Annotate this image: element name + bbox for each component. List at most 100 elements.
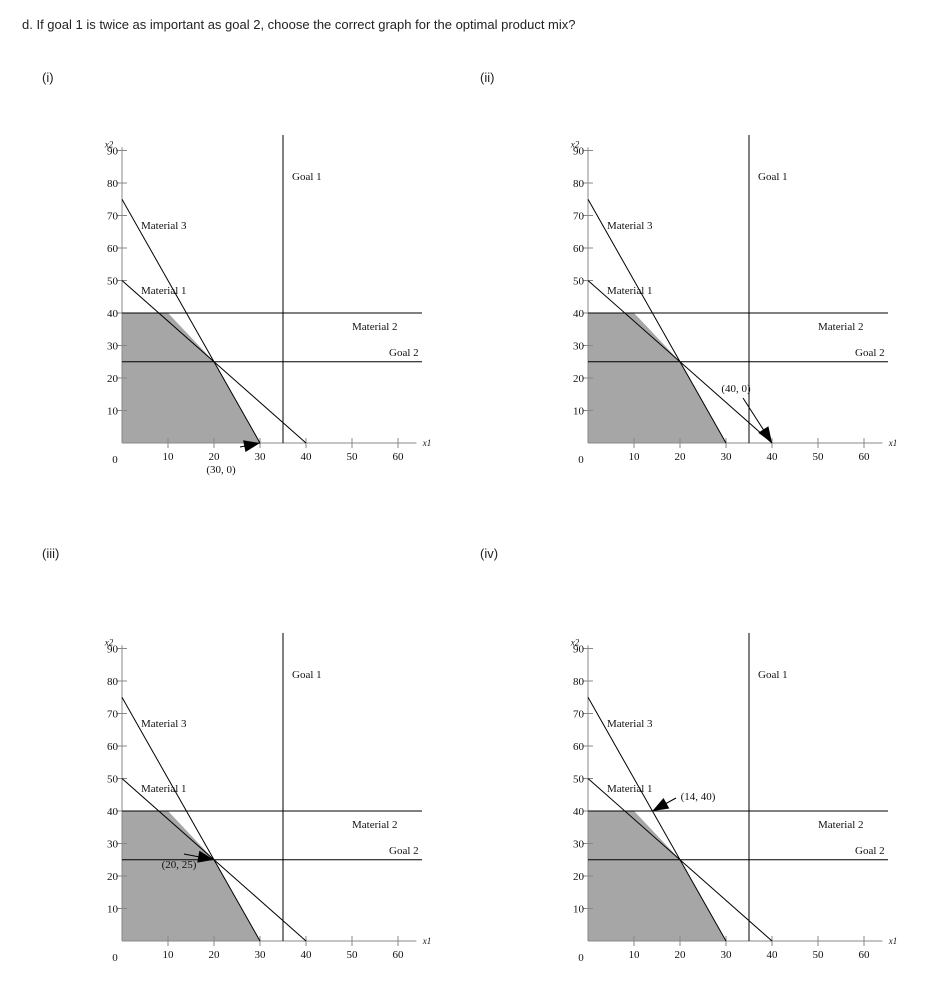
y-tick-label: 80	[573, 178, 585, 190]
y-tick-label: 70	[107, 709, 119, 721]
material-2-label: Material 2	[352, 321, 398, 333]
y-axis-label: x2	[570, 638, 580, 648]
y-tick-label: 90	[573, 146, 585, 158]
annotation-arrowhead	[652, 798, 670, 811]
y-tick-label: 50	[107, 774, 119, 786]
annotation-arrowhead	[197, 850, 214, 863]
x-tick-label: 40	[767, 949, 779, 961]
material-3-label: Material 3	[141, 718, 187, 730]
x-tick-label: 10	[629, 949, 641, 961]
y-tick-label: 40	[107, 806, 119, 818]
y-tick-label: 60	[573, 741, 585, 753]
x-axis-label: x1	[422, 936, 432, 946]
goal-2-label: Goal 2	[855, 845, 885, 857]
y-tick-label: 20	[573, 871, 585, 883]
y-tick-label: 20	[573, 373, 585, 385]
y-tick-label: 60	[107, 243, 119, 255]
y-tick-label: 20	[107, 373, 119, 385]
x-tick-label: 20	[675, 451, 687, 463]
option-label-i[interactable]: (i)	[42, 70, 54, 85]
x-tick-label: 30	[255, 451, 267, 463]
y-tick-label: 90	[107, 644, 119, 656]
x-tick-label: 20	[209, 451, 221, 463]
y-tick-label: 60	[573, 243, 585, 255]
material-3-label: Material 3	[141, 220, 187, 232]
y-tick-label: 80	[573, 676, 585, 688]
y-tick-label: 50	[107, 276, 119, 288]
option-label-iii[interactable]: (iii)	[42, 546, 60, 561]
x-tick-label: 30	[721, 949, 733, 961]
y-axis-label: x2	[104, 638, 114, 648]
goal-2-label: Goal 2	[855, 347, 885, 359]
material-3-line	[121, 697, 261, 942]
material-2-label: Material 2	[352, 819, 398, 831]
goal-1-label: Goal 1	[758, 669, 788, 681]
goal-2-label: Goal 2	[389, 347, 419, 359]
y-tick-label: 30	[107, 839, 119, 851]
x-tick-label: 60	[393, 949, 405, 961]
goal-1-label: Goal 1	[292, 669, 322, 681]
x-tick-label: 60	[859, 451, 871, 463]
goal-2-label: Goal 2	[389, 845, 419, 857]
x-tick-label: 60	[859, 949, 871, 961]
y-tick-label: 10	[107, 406, 119, 418]
y-tick-label: 30	[573, 341, 585, 353]
y-tick-label: 70	[107, 211, 119, 223]
material-2-label: Material 2	[818, 819, 864, 831]
y-tick-label: 40	[573, 308, 585, 320]
graph-option-iv[interactable]: 10 20 30 40 50 60 70 80 90 10 20 30 40 50 60 0 x2 x1 Mater…	[466, 498, 932, 996]
y-tick-label: 70	[573, 211, 585, 223]
origin-label: 0	[578, 952, 584, 964]
material-3-line	[121, 199, 261, 444]
material-1-label: Material 1	[141, 783, 187, 795]
y-tick-label: 70	[573, 709, 585, 721]
annotation-label: (14, 40)	[681, 791, 716, 803]
x-tick-label: 30	[255, 949, 267, 961]
y-tick-label: 30	[573, 839, 585, 851]
annotation-label: (30, 0)	[206, 464, 236, 476]
y-tick-label: 90	[107, 146, 119, 158]
option-label-iv[interactable]: (iv)	[480, 546, 499, 561]
graph-option-ii[interactable]: 10 20 30 40 50 60 70 80 90 10 20 30 40 50 60 0 x2 x1 Mater…	[466, 0, 932, 498]
y-axis-label: x2	[104, 140, 114, 150]
x-tick-label: 20	[209, 949, 221, 961]
y-tick-label: 40	[573, 806, 585, 818]
y-axis-label: x2	[570, 140, 580, 150]
x-tick-label: 20	[675, 949, 687, 961]
y-tick-label: 10	[107, 904, 119, 916]
graph-option-iii[interactable]: 10 20 30 40 50 60 70 80 90 10 20 30 40 50 60 0 x2 x1 Mater…	[0, 498, 466, 996]
y-tick-label: 80	[107, 676, 119, 688]
annotation-arrowhead	[243, 440, 260, 452]
x-tick-label: 30	[721, 451, 733, 463]
x-axis-label: x1	[422, 438, 432, 448]
feasible-region	[122, 313, 260, 443]
y-tick-label: 10	[573, 904, 585, 916]
annotation-label: (20, 25)	[162, 859, 197, 871]
y-tick-label: 60	[107, 741, 119, 753]
goal-1-label: Goal 1	[758, 171, 788, 183]
y-tick-label: 20	[107, 871, 119, 883]
x-tick-label: 60	[393, 451, 405, 463]
material-2-label: Material 2	[818, 321, 864, 333]
x-tick-label: 50	[813, 949, 825, 961]
origin-label: 0	[578, 454, 584, 466]
x-tick-label: 50	[347, 949, 359, 961]
x-tick-label: 40	[301, 451, 313, 463]
y-tick-label: 40	[107, 308, 119, 320]
x-axis-label: x1	[888, 936, 898, 946]
x-tick-label: 50	[347, 451, 359, 463]
material-1-label: Material 1	[607, 285, 653, 297]
graph-option-i[interactable]: 10 20 30 40 50 60 70 80 90 10 20 30 40 50 60 0 x2 x1 Mater…	[0, 0, 466, 498]
option-label-ii[interactable]: (ii)	[480, 70, 495, 85]
x-axis-label: x1	[888, 438, 898, 448]
x-tick-label: 10	[629, 451, 641, 463]
y-tick-label: 10	[573, 406, 585, 418]
material-3-line	[587, 199, 727, 444]
origin-label: 0	[112, 454, 118, 466]
x-tick-label: 10	[163, 949, 175, 961]
feasible-region	[588, 811, 726, 941]
origin-label: 0	[112, 952, 118, 964]
y-tick-label: 50	[573, 774, 585, 786]
x-tick-label: 10	[163, 451, 175, 463]
y-tick-label: 50	[573, 276, 585, 288]
